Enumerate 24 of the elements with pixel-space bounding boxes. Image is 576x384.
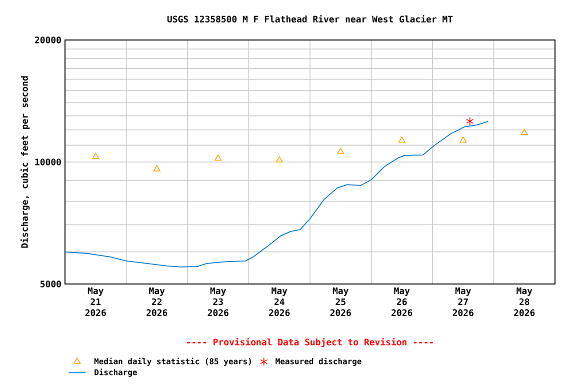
chart-title: USGS 12358500 M F Flathead River near West Glacier MT <box>167 15 453 22</box>
y-tick-label: 20000 <box>34 36 61 44</box>
y-tick-label: 10000 <box>35 158 61 166</box>
x-tick-label: May 24 2026 <box>269 288 290 316</box>
point <box>276 156 283 162</box>
x-tick-label: May 22 2026 <box>146 288 168 316</box>
x-tick-label: May 27 2026 <box>452 288 474 316</box>
line-series <box>64 120 489 268</box>
x-tick-label: May 23 2026 <box>208 288 228 316</box>
x-tick-label: May 21 2026 <box>85 288 106 316</box>
point <box>153 165 160 172</box>
point <box>466 116 474 126</box>
text: ---- Provisional Data Subject to Revision ---- <box>187 338 433 348</box>
x-tick-label: May 28 2026 <box>514 288 535 316</box>
x-tick-label: May 26 2026 <box>392 288 412 316</box>
y-tick-label: 5000 <box>40 280 61 288</box>
point <box>460 136 467 143</box>
y-axis-title: Discharge, cubic feet per second <box>20 76 30 248</box>
point <box>92 152 100 159</box>
point <box>214 154 222 161</box>
point <box>337 148 344 154</box>
x-tick-label: May 25 2026 <box>330 288 351 316</box>
point <box>520 128 528 136</box>
point <box>398 136 406 143</box>
